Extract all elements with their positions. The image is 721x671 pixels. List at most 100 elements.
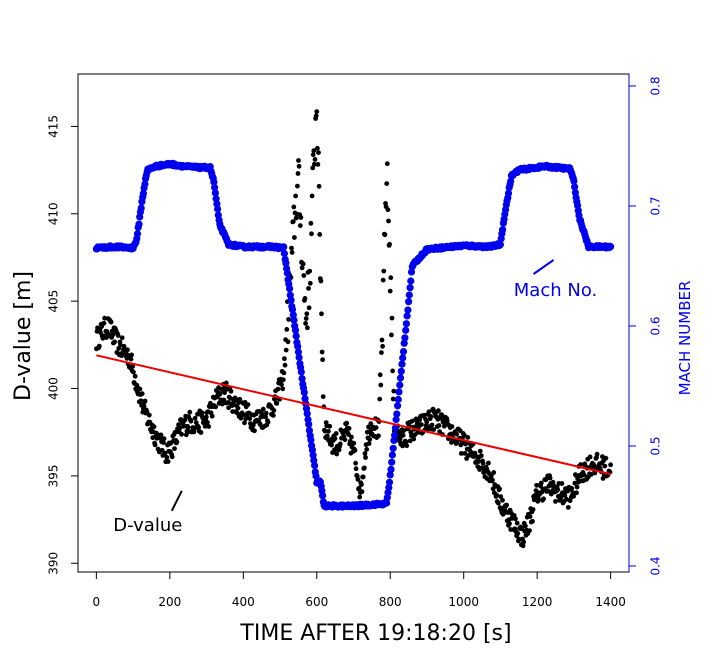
d-value-point: [283, 347, 289, 353]
mach-point: [210, 178, 218, 186]
mach-point: [286, 285, 294, 293]
d-value-point: [366, 441, 372, 446]
d-value-point: [101, 320, 107, 326]
mach-point: [405, 291, 413, 299]
d-value-point: [301, 273, 307, 278]
y-tick-label: 395: [47, 464, 61, 487]
d-value-point: [458, 451, 464, 456]
y-tick-label: 400: [47, 377, 61, 400]
d-value-point: [129, 352, 135, 358]
d-value-point: [488, 473, 494, 479]
mach-point: [303, 410, 311, 418]
d-value-point: [513, 516, 518, 522]
mach-point: [383, 499, 391, 507]
d-value-point: [165, 459, 171, 464]
d-value-point: [441, 423, 447, 429]
d-value-point: [159, 447, 165, 453]
d-value-point: [379, 337, 385, 343]
mach-point: [287, 296, 295, 304]
d-value-point: [559, 481, 565, 486]
mach-point: [294, 342, 302, 351]
d-value-point: [296, 163, 302, 169]
d-value-point: [193, 420, 199, 426]
d-value-point: [303, 321, 308, 326]
d-value-point: [385, 207, 391, 213]
d-value-point: [308, 220, 314, 226]
d-value-point: [206, 424, 212, 429]
d-value-point: [128, 356, 134, 362]
d-value-point: [228, 388, 234, 394]
d-value-point: [282, 362, 288, 368]
d-value-point: [332, 436, 338, 441]
d-value-point: [429, 422, 435, 428]
d-value-point: [424, 419, 430, 425]
d-value-point: [391, 388, 397, 394]
mach-point: [290, 316, 298, 324]
d-value-point: [199, 410, 205, 416]
d-value-point: [504, 502, 509, 508]
mach-point: [397, 367, 405, 375]
d-value-point: [280, 377, 286, 383]
d-value-point: [115, 333, 121, 338]
plot-frame: [77, 73, 630, 573]
mach-point: [407, 277, 415, 285]
d-value-point: [138, 398, 144, 404]
d-value-point: [367, 437, 373, 442]
d-value-point: [219, 401, 225, 407]
mach-point: [385, 484, 393, 492]
mach-point: [283, 269, 291, 277]
d-value-point: [389, 315, 395, 321]
d-value-point: [538, 480, 544, 486]
d-value-point: [183, 432, 189, 438]
d-value-annotation: D-value: [113, 515, 182, 536]
d-value-point: [306, 286, 311, 291]
mach-point: [499, 226, 507, 234]
d-value-point: [192, 415, 198, 421]
mach-point: [297, 368, 305, 376]
mach-point: [570, 177, 578, 185]
d-value-point: [309, 231, 314, 237]
d-value-point: [300, 261, 306, 267]
d-value-point: [102, 315, 107, 321]
mach-series: [92, 159, 615, 511]
d-value-point: [588, 472, 594, 477]
d-value-point: [284, 327, 290, 332]
d-value-point: [203, 414, 209, 420]
mach-point: [402, 320, 410, 328]
d-value-point: [142, 398, 148, 404]
d-value-point: [263, 414, 268, 420]
d-value-point: [353, 466, 359, 472]
d-value-point: [541, 496, 546, 502]
d-value-point: [530, 507, 536, 512]
d-value-point: [368, 421, 374, 426]
d-value-point: [382, 232, 388, 238]
d-value-point: [387, 241, 392, 247]
d-value-point: [131, 369, 136, 375]
d-value-point: [161, 440, 166, 445]
d-value-point: [377, 396, 383, 402]
mach-point: [386, 471, 394, 479]
x-tick-label: 1000: [448, 595, 479, 609]
d-value-point: [319, 311, 324, 317]
d-value-point: [342, 437, 348, 443]
d-value-point: [235, 405, 241, 411]
d-value-point: [480, 460, 486, 466]
mach-point: [404, 306, 412, 314]
d-value-point: [404, 443, 410, 449]
d-value-point: [527, 514, 533, 519]
d-value-point: [389, 332, 394, 338]
mach-point: [388, 458, 396, 466]
y2-tick-label: 0.7: [649, 196, 663, 215]
mach-point: [137, 204, 145, 212]
d-value-point: [270, 413, 276, 418]
d-value-point: [380, 277, 386, 283]
mach-point: [288, 305, 297, 314]
d-value-point: [490, 477, 495, 483]
d-value-point: [169, 454, 175, 460]
mach-point: [504, 189, 513, 197]
mach-point: [211, 189, 219, 197]
d-value-point: [431, 427, 437, 432]
d-value-point: [390, 368, 395, 374]
mach-point: [392, 415, 400, 424]
mach-point: [387, 465, 395, 473]
